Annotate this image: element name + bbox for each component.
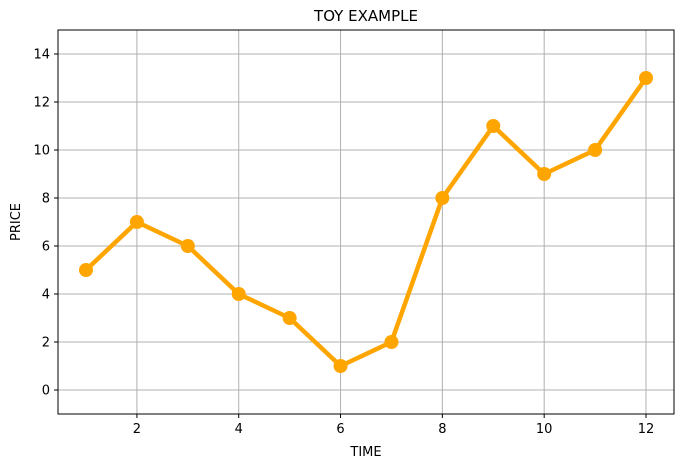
y-tick-label: 12 <box>33 96 50 111</box>
x-tick-label: 4 <box>235 422 243 437</box>
y-tick-label: 14 <box>33 48 50 63</box>
data-point <box>79 263 93 277</box>
x-tick-label: 8 <box>438 422 446 437</box>
x-tick-label: 12 <box>638 422 655 437</box>
y-axis-label: PRICE <box>9 203 24 241</box>
data-point <box>180 239 195 253</box>
y-tick-label: 6 <box>42 240 50 255</box>
data-point <box>333 359 348 373</box>
data-point <box>231 287 246 301</box>
y-tick-label: 10 <box>33 144 50 159</box>
data-point <box>639 71 653 85</box>
series-line <box>83 75 649 369</box>
y-tick-label: 2 <box>42 336 50 351</box>
chart-title: TOY EXAMPLE <box>313 7 418 25</box>
x-axis-label: TIME <box>349 445 381 460</box>
y-tick-label: 4 <box>42 288 50 303</box>
data-point <box>435 191 450 205</box>
y-tick-label: 8 <box>42 192 50 207</box>
x-tick-label: 2 <box>133 422 141 437</box>
x-tick-label: 6 <box>336 422 344 437</box>
x-tick-label: 10 <box>536 422 553 437</box>
series-line-group <box>79 71 653 373</box>
data-point <box>129 215 144 229</box>
data-point <box>384 335 399 349</box>
axis-ticks: 2 4 6 8 10 12 0 2 4 6 8 10 12 14 <box>33 48 654 438</box>
y-tick-label: 0 <box>42 384 50 399</box>
data-point <box>282 311 297 325</box>
data-point <box>486 119 501 133</box>
data-point <box>537 167 552 181</box>
grid <box>58 30 674 414</box>
plot-area-frame <box>57 29 675 415</box>
data-point <box>588 143 603 157</box>
